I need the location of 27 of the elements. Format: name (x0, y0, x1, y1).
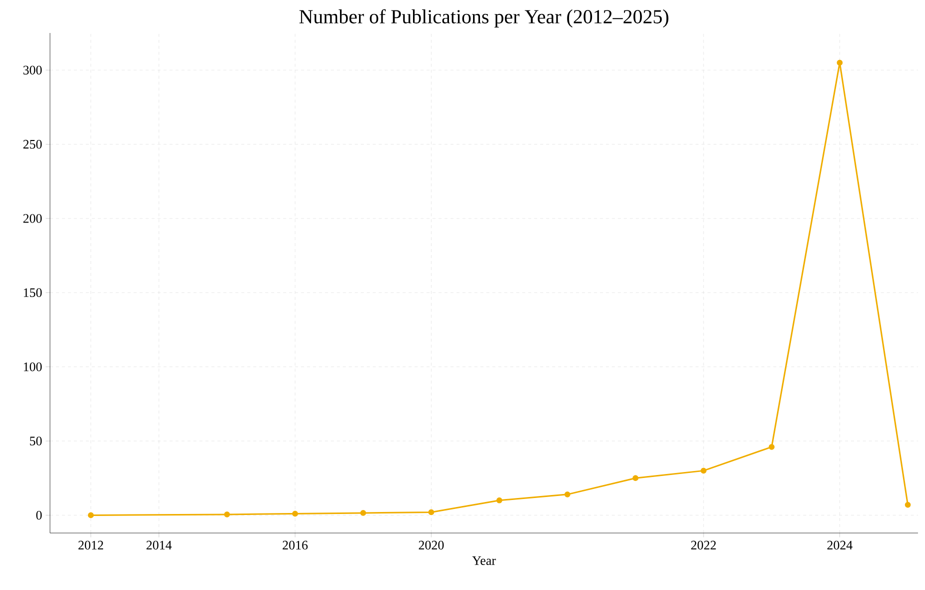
point (768, 444, 775, 450)
y-tick-label: 300 (23, 66, 42, 74)
x-tick-label: 2024 (827, 540, 852, 550)
y-tick-label: 50 (30, 436, 42, 446)
point (564, 491, 570, 498)
x-tick-label: 2012 (78, 540, 104, 550)
point (428, 509, 434, 516)
y-tick-label: 250 (23, 140, 42, 149)
chart-title: Number of Publications per Year (2012–2025) (299, 9, 668, 28)
y-tick-label: 200 (23, 214, 42, 223)
point (360, 510, 366, 516)
x-tick-label: 2016 (282, 540, 308, 550)
x-tick-label: 2022 (691, 540, 716, 550)
y-tick-label: 0 (36, 510, 42, 520)
x-tick-label: 2020 (418, 540, 444, 550)
y-tick-label: 100 (24, 362, 42, 372)
y-tick-label: 150 (24, 288, 42, 298)
point (224, 512, 230, 518)
point (700, 468, 707, 474)
point (292, 510, 298, 517)
x-tick-label: 2014 (146, 540, 172, 550)
point (88, 512, 94, 518)
point (904, 502, 911, 508)
point (496, 497, 502, 504)
point (632, 475, 638, 482)
x-axis-title: Year (472, 556, 496, 565)
point (836, 60, 843, 66)
